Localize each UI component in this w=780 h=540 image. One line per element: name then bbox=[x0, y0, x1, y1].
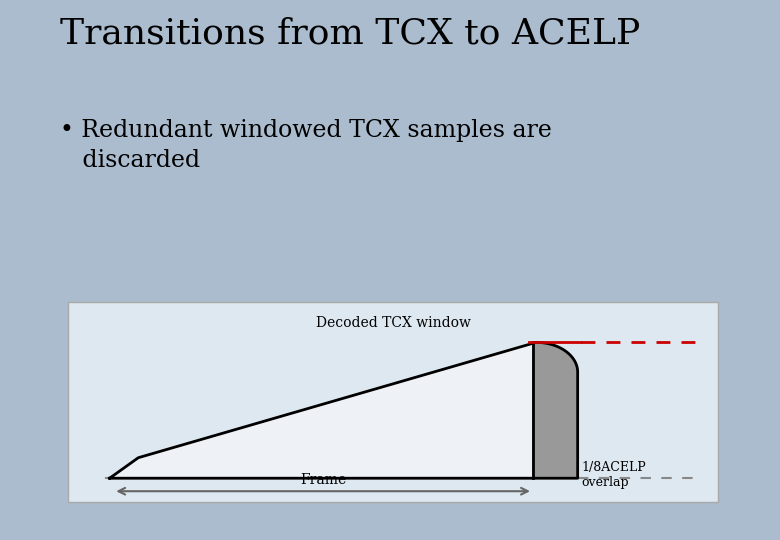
Polygon shape bbox=[533, 342, 578, 478]
FancyBboxPatch shape bbox=[68, 302, 718, 502]
Text: Transitions from TCX to ACELP: Transitions from TCX to ACELP bbox=[61, 16, 640, 50]
Text: Decoded TCX window: Decoded TCX window bbox=[316, 316, 470, 330]
Polygon shape bbox=[110, 342, 578, 478]
Text: • Redundant windowed TCX samples are
   discarded: • Redundant windowed TCX samples are dis… bbox=[61, 119, 552, 172]
Text: 1/8ACELP
overlap: 1/8ACELP overlap bbox=[581, 461, 646, 489]
Text: Frame: Frame bbox=[300, 473, 346, 487]
